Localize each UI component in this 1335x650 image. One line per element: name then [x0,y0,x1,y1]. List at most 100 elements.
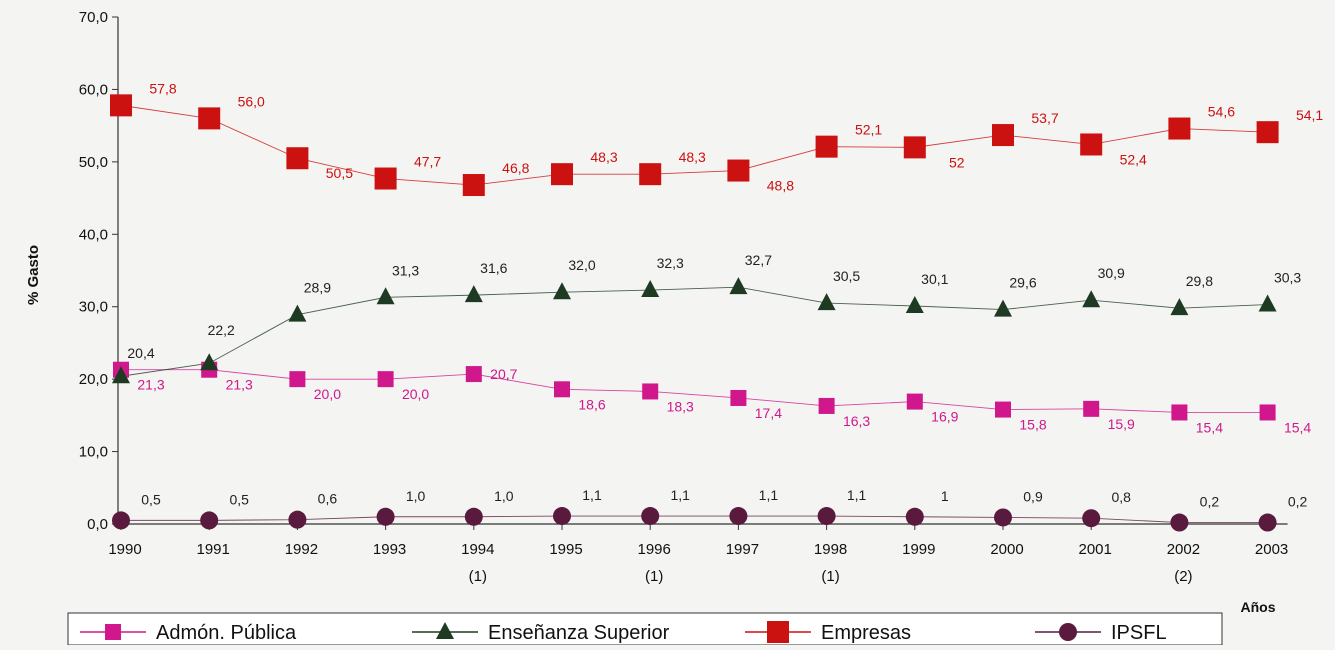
x-tick-label: 2000 [990,541,1023,558]
data-point-empresas [727,159,750,182]
data-point-empresas [992,124,1014,147]
data-point-empresas [1168,117,1191,140]
x-tick-label: 1992 [285,541,318,558]
data-label-admon-publica: 18,3 [667,398,694,414]
data-label-empresas: 56,0 [238,93,265,109]
data-point-ipsfl [112,511,130,530]
series-line-admon-publica [121,369,1268,413]
data-label-ipsfl: 0,6 [318,491,338,507]
data-point-admon-publica [730,389,747,406]
x-tick-label: 2003 [1255,541,1288,558]
data-point-ipsfl [376,507,395,526]
x-tick-label: 1997 [726,541,759,558]
data-label-ensenanza-superior: 29,6 [1009,275,1036,291]
data-label-ensenanza-superior: 30,3 [1274,270,1301,286]
data-labels: 21,3 21,3 20,0 20,0 20,7 18,6 18,3 17,4 16,3 16,9… [127,80,1323,509]
data-point-empresas [639,163,662,186]
x-tick-label: 1995 [549,541,582,558]
data-label-admon-publica: 21,3 [137,377,164,393]
data-label-empresas: 48,8 [767,178,794,194]
data-point-ensenanza-superior [464,285,483,303]
x-tick-note: (1) [469,568,487,585]
data-label-empresas: 54,1 [1296,107,1323,123]
x-tick-label: 1996 [638,541,671,558]
data-label-ipsfl: 1,1 [759,487,779,503]
data-label-ensenanza-superior: 32,0 [568,257,595,273]
data-label-ensenanza-superior: 29,8 [1186,273,1213,289]
data-point-admon-publica [289,371,306,388]
legend: Admón. Pública Enseñanza Superior Empresas… [67,612,1223,646]
x-tick-label: 2002 [1167,541,1200,558]
x-tick-note: (1) [645,568,663,585]
data-label-admon-publica: 20,0 [402,386,429,402]
x-tick-label: 1990 [108,541,141,558]
data-point-ensenanza-superior [905,295,924,313]
x-axis-title: Años [1241,599,1276,615]
data-label-empresas: 50,5 [326,165,353,181]
series-lines [120,104,1268,524]
data-point-admon-publica [642,383,659,400]
y-tick-label: 0,0 [87,516,108,533]
y-tick-label: 60,0 [79,81,108,98]
data-point-ensenanza-superior [994,299,1012,317]
data-point-admon-publica [995,401,1011,418]
data-point-ensenanza-superior [376,287,395,305]
legend-label-ipsfl: IPSFL [1111,622,1167,644]
legend-marker-empresas [767,621,789,643]
y-tick-label: 20,0 [79,371,108,388]
x-tick-label: 1991 [197,541,230,558]
data-point-admon-publica [465,366,482,383]
data-label-ipsfl: 1,1 [582,487,602,503]
data-point-ensenanza-superior [1082,290,1101,308]
data-label-ipsfl: 1,0 [406,488,426,504]
data-label-ensenanza-superior: 22,2 [208,322,235,338]
data-point-ensenanza-superior [553,282,571,300]
series-markers [110,94,1279,532]
data-label-ipsfl: 0,9 [1023,488,1043,504]
data-label-ensenanza-superior: 31,3 [392,262,419,278]
data-label-ipsfl: 0,8 [1111,489,1131,505]
data-point-ensenanza-superior [288,304,307,322]
series-line-empresas [120,104,1268,186]
x-tick-note: (1) [821,568,839,585]
data-label-ensenanza-superior: 31,6 [480,260,507,276]
data-point-empresas [1256,121,1279,144]
data-label-ipsfl: 1,0 [494,488,514,504]
data-point-admon-publica [818,397,835,414]
data-point-admon-publica [554,381,570,398]
data-point-ipsfl [1258,513,1277,532]
data-label-empresas: 47,7 [414,154,441,170]
x-tick-label: 1999 [902,541,935,558]
data-point-empresas [1080,133,1103,156]
data-label-empresas: 57,8 [149,80,176,96]
x-tick-label: 2001 [1079,541,1112,558]
data-label-ipsfl: 0,2 [1200,494,1220,510]
y-tick-label: 50,0 [79,154,108,171]
x-tick-label: 1993 [373,541,406,558]
data-point-ipsfl [905,507,924,526]
y-tick-label: 70,0 [79,9,108,26]
data-label-admon-publica: 18,6 [578,396,605,412]
x-tick-note: (2) [1174,568,1192,585]
data-label-ipsfl: 0,5 [229,491,249,507]
axes: 0,0 10,0 20,0 30,0 40,0 50,0 60,0 70,0 1990 1991 1… [79,9,1288,585]
series-line-ensenanza-superior [120,286,1268,377]
data-point-ensenanza-superior [1258,294,1277,312]
y-tick-label: 30,0 [79,299,108,316]
data-label-admon-publica: 16,9 [931,409,958,425]
data-label-admon-publica: 15,4 [1196,419,1223,435]
data-label-empresas: 48,3 [590,149,617,165]
data-point-ensenanza-superior [729,277,748,295]
series-line-ipsfl [121,515,1268,524]
data-point-empresas [462,174,485,197]
legend-box [67,612,1223,646]
y-axis-title: % Gasto [25,245,42,305]
data-label-ipsfl: 1,1 [847,487,867,503]
legend-label-ensenanza-superior: Enseñanza Superior [488,622,670,644]
data-point-empresas [903,136,926,159]
x-tick-label: 1994 [461,541,494,558]
data-label-admon-publica: 15,4 [1284,419,1311,435]
data-label-ipsfl: 1 [941,488,949,504]
data-point-ipsfl [200,511,219,530]
